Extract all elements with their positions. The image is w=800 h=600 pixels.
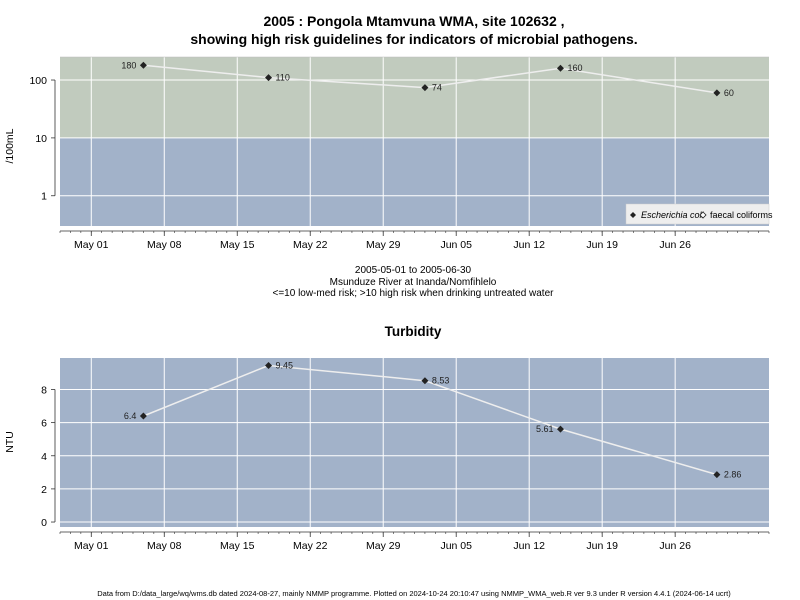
y-tick-label: 8 — [41, 384, 47, 396]
microbial-y-axis-label: /100mL — [4, 128, 16, 163]
legend-box — [625, 203, 770, 225]
legend-faecal-marker — [699, 211, 707, 219]
microbial-axes: May 01 May 08 May 15 May 22 May 29 Jun 05 Jun … — [29, 75, 770, 251]
turbidity-title: Turbidity — [385, 324, 442, 339]
data-label: 5.61 — [536, 424, 554, 434]
x-tick-label: May 15 — [220, 239, 255, 251]
x-tick-label: May 15 — [220, 540, 255, 552]
x-tick-label: Jun 12 — [513, 540, 545, 552]
x-tick-label: Jun 26 — [659, 540, 691, 552]
turbidity-panel: 6.49.458.535.612.86 May 01 May 08 May 15 Ma… — [4, 358, 770, 552]
x-tick-label: Jun 12 — [513, 239, 545, 251]
y-tick-label: 6 — [41, 418, 47, 430]
x-tick-label: Jun 19 — [586, 239, 618, 251]
turbidity-y-axis-label: NTU — [4, 431, 16, 453]
chart-title: 2005 : Pongola Mtamvuna WMA, site 102632… — [263, 13, 564, 29]
date-range-caption: 2005-05-01 to 2005-06-30 — [355, 265, 472, 276]
turbidity-grid — [60, 358, 769, 527]
data-point — [421, 377, 429, 385]
data-point — [713, 471, 721, 479]
x-tick-label: Jun 26 — [659, 239, 691, 251]
high-risk-band — [60, 57, 769, 138]
legend-ecoli-marker — [630, 212, 636, 218]
data-point — [265, 74, 273, 82]
data-label: 2.86 — [724, 470, 742, 480]
x-tick-label: Jun 05 — [440, 540, 472, 552]
data-point — [265, 361, 273, 369]
turbidity-points: 6.4 9.45 8.53 5.61 2.86 — [124, 360, 742, 479]
footer-note: Data from D:/data_large/wq/wms.db dated … — [97, 589, 731, 598]
y-tick-label: 100 — [29, 75, 47, 87]
data-point — [139, 412, 147, 420]
x-tick-label: May 08 — [147, 239, 182, 251]
y-tick-label: 10 — [35, 133, 47, 145]
microbial-grid — [60, 56, 769, 226]
data-point — [139, 61, 147, 69]
x-tick-label: Jun 05 — [440, 239, 472, 251]
data-label: 9.45 — [276, 360, 294, 370]
x-tick-label: May 01 — [74, 540, 109, 552]
x-tick-label: May 29 — [366, 540, 401, 552]
y-tick-label: 2 — [41, 484, 47, 496]
chart-subtitle: showing high risk guidelines for indicat… — [190, 31, 637, 47]
data-point — [713, 89, 721, 97]
x-tick-label: May 08 — [147, 540, 182, 552]
legend-faecal-label: faecal coliforms — [710, 210, 773, 220]
turbidity-plot-background — [60, 358, 769, 527]
data-point — [421, 84, 429, 92]
x-tick-label: May 22 — [293, 540, 328, 552]
data-label: 160 — [567, 63, 582, 73]
turbidity-axes: May 01 May 08 May 15 May 22 May 29 Jun 05 Jun … — [41, 384, 770, 552]
data-label: 180 — [121, 60, 136, 70]
data-label: 110 — [276, 73, 290, 83]
x-tick-label: May 22 — [293, 239, 328, 251]
legend: Escherichia coli faecal coliforms — [625, 203, 773, 225]
data-label: 60 — [724, 88, 734, 98]
data-point — [556, 64, 564, 72]
data-label: 6.4 — [124, 411, 137, 421]
legend-ecoli-label: Escherichia coli — [641, 210, 705, 220]
y-tick-label: 4 — [41, 451, 47, 463]
x-tick-label: May 01 — [74, 239, 109, 251]
site-caption: Msunduze River at Inanda/Nomfihlelo — [330, 277, 497, 288]
x-tick-label: Jun 19 — [586, 540, 618, 552]
risk-caption: <=10 low-med risk; >10 high risk when dr… — [273, 288, 555, 299]
y-tick-label: 1 — [41, 191, 47, 203]
x-tick-label: May 29 — [366, 239, 401, 251]
data-label: 8.53 — [432, 376, 450, 386]
data-label: 74 — [432, 83, 442, 93]
ecoli-points: 180 110 74 160 60 — [121, 60, 734, 98]
y-tick-label: 0 — [41, 517, 47, 529]
data-point — [556, 425, 564, 433]
